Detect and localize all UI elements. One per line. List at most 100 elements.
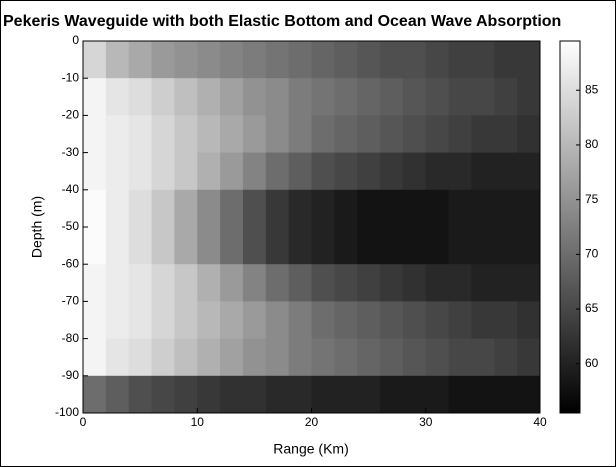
- heat-cell: [174, 338, 198, 377]
- plot-area: [83, 41, 540, 413]
- heat-cell: [128, 264, 153, 302]
- heat-cell: [220, 264, 244, 302]
- heat-cell: [425, 264, 450, 302]
- heat-cell: [151, 189, 175, 228]
- x-tick-label: 40: [533, 415, 547, 429]
- heat-cell: [83, 301, 107, 340]
- heat-cell: [151, 78, 175, 116]
- heat-cell: [425, 115, 450, 154]
- heat-cell: [220, 189, 244, 228]
- heat-cell: [471, 301, 495, 340]
- heat-cell: [311, 41, 335, 79]
- y-tick-label: -90: [62, 368, 80, 382]
- heat-cell: [517, 189, 540, 228]
- heat-cell: [265, 115, 290, 154]
- heat-cell: [105, 338, 130, 377]
- y-tick-label: -60: [62, 256, 80, 270]
- heat-cell: [288, 338, 312, 377]
- heat-cell: [197, 152, 221, 191]
- heat-cell: [425, 78, 450, 116]
- heat-cell: [425, 227, 450, 265]
- y-tick-label: 0: [72, 33, 79, 47]
- heat-cell: [471, 189, 495, 228]
- heat-cell: [105, 189, 130, 228]
- heat-cell: [197, 78, 221, 116]
- heat-cell: [380, 189, 404, 228]
- y-tick-label: -80: [62, 331, 80, 345]
- heat-cell: [380, 264, 404, 302]
- y-tick-label: -50: [62, 219, 80, 233]
- heat-cell: [448, 115, 472, 154]
- heat-cell: [105, 78, 130, 116]
- heat-cell: [311, 227, 335, 265]
- y-tick-label: -100: [55, 405, 79, 419]
- heat-cell: [311, 375, 335, 413]
- heat-cell: [83, 41, 107, 79]
- heat-cell: [174, 152, 198, 191]
- heat-cell: [402, 152, 427, 191]
- heat-cell: [220, 338, 244, 377]
- heat-cell: [151, 264, 175, 302]
- heat-cell: [471, 115, 495, 154]
- heat-cell: [197, 375, 221, 413]
- heat-cell: [242, 301, 267, 340]
- heat-cell: [357, 375, 381, 413]
- heat-cell: [311, 152, 335, 191]
- heat-cell: [83, 264, 107, 302]
- heat-cell: [174, 115, 198, 154]
- heat-cell: [448, 189, 472, 228]
- heat-cell: [494, 375, 518, 413]
- heat-cell: [517, 338, 540, 377]
- heat-cell: [448, 152, 472, 191]
- x-tick-label: 10: [191, 415, 205, 429]
- heat-cell: [105, 301, 130, 340]
- heat-cell: [517, 375, 540, 413]
- heat-cell: [242, 375, 267, 413]
- heat-cell: [197, 115, 221, 154]
- heat-cell: [517, 41, 540, 79]
- heat-cell: [128, 78, 153, 116]
- heat-cell: [197, 264, 221, 302]
- heat-cell: [380, 338, 404, 377]
- heat-cell: [334, 375, 358, 413]
- heat-cell: [334, 227, 358, 265]
- heat-cell: [83, 152, 107, 191]
- y-tick-label: -10: [62, 70, 80, 84]
- heat-cell: [425, 189, 450, 228]
- heat-cell: [334, 78, 358, 116]
- heat-cell: [448, 41, 472, 79]
- y-tick-label: -70: [62, 294, 80, 308]
- heat-cell: [494, 227, 518, 265]
- heat-cell: [402, 115, 427, 154]
- heat-cell: [265, 375, 290, 413]
- heat-cell: [105, 227, 130, 265]
- heat-cell: [517, 301, 540, 340]
- heat-cell: [83, 78, 107, 116]
- y-tick-label: -30: [62, 145, 80, 159]
- colorbar-tick-label: 60: [585, 356, 599, 370]
- heat-cell: [265, 152, 290, 191]
- x-tick-label: 0: [80, 415, 87, 429]
- heat-cell: [197, 189, 221, 228]
- heat-cell: [517, 264, 540, 302]
- heat-cell: [128, 41, 153, 79]
- heat-cell: [357, 152, 381, 191]
- heat-cell: [174, 227, 198, 265]
- heat-cell: [128, 189, 153, 228]
- heat-cell: [494, 301, 518, 340]
- heat-cell: [402, 301, 427, 340]
- heat-cell: [494, 152, 518, 191]
- heat-cell: [242, 338, 267, 377]
- heat-cell: [288, 115, 312, 154]
- heat-cell: [402, 41, 427, 79]
- x-tick-label: 30: [419, 415, 433, 429]
- heat-cell: [220, 115, 244, 154]
- heat-cell: [471, 152, 495, 191]
- heat-cell: [494, 78, 518, 116]
- heat-cell: [380, 152, 404, 191]
- heat-cell: [311, 338, 335, 377]
- heat-cell: [265, 78, 290, 116]
- heat-cell: [151, 301, 175, 340]
- heat-cell: [494, 115, 518, 154]
